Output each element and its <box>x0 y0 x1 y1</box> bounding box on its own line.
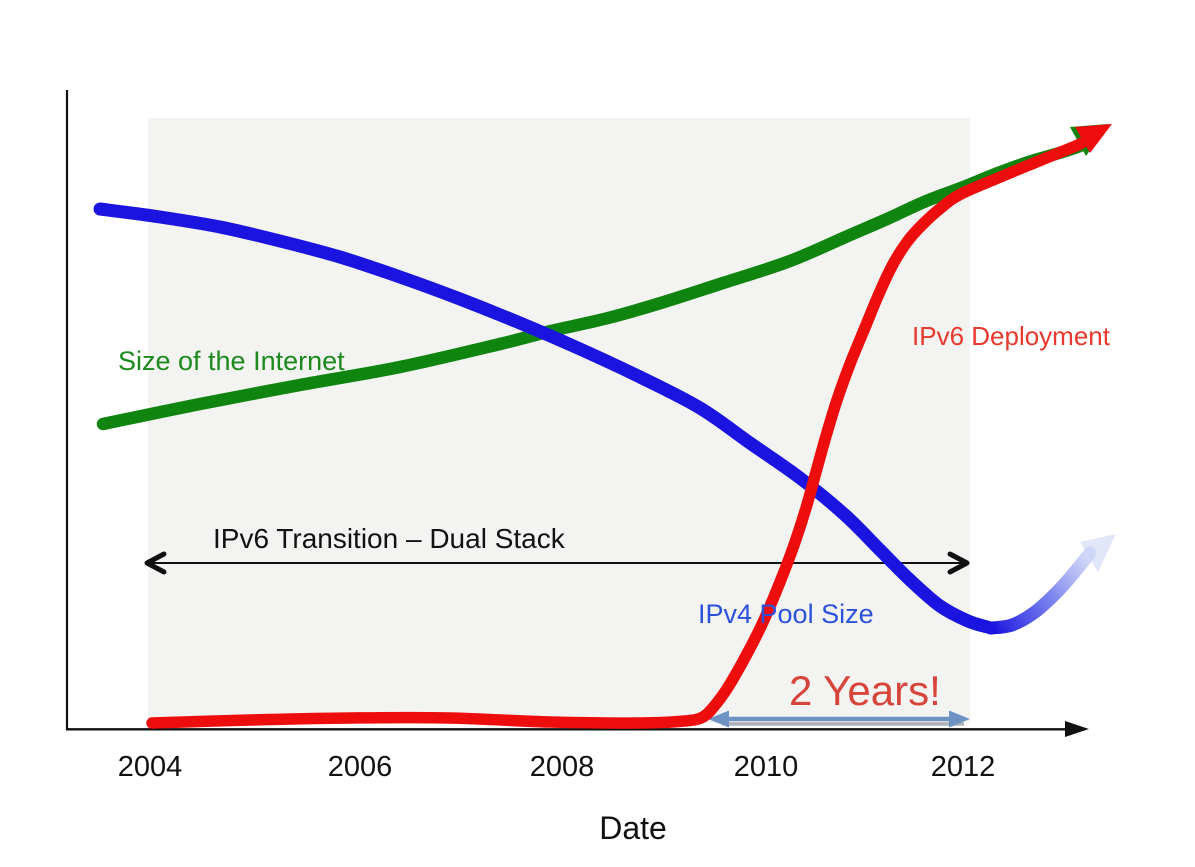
svg-text:IPv6 Deployment: IPv6 Deployment <box>912 321 1111 351</box>
svg-text:2008: 2008 <box>530 751 595 783</box>
svg-text:IPv4 Pool Size: IPv4 Pool Size <box>698 599 874 629</box>
svg-text:Date: Date <box>599 810 667 846</box>
svg-text:IPv6 Transition – Dual Stack: IPv6 Transition – Dual Stack <box>213 523 566 554</box>
svg-text:Size of the Internet: Size of the Internet <box>118 346 345 376</box>
svg-text:2010: 2010 <box>734 751 799 783</box>
svg-text:2006: 2006 <box>328 751 393 783</box>
svg-text:2004: 2004 <box>118 751 183 783</box>
svg-text:2012: 2012 <box>931 751 996 783</box>
svg-text:2 Years!: 2 Years! <box>789 667 941 714</box>
